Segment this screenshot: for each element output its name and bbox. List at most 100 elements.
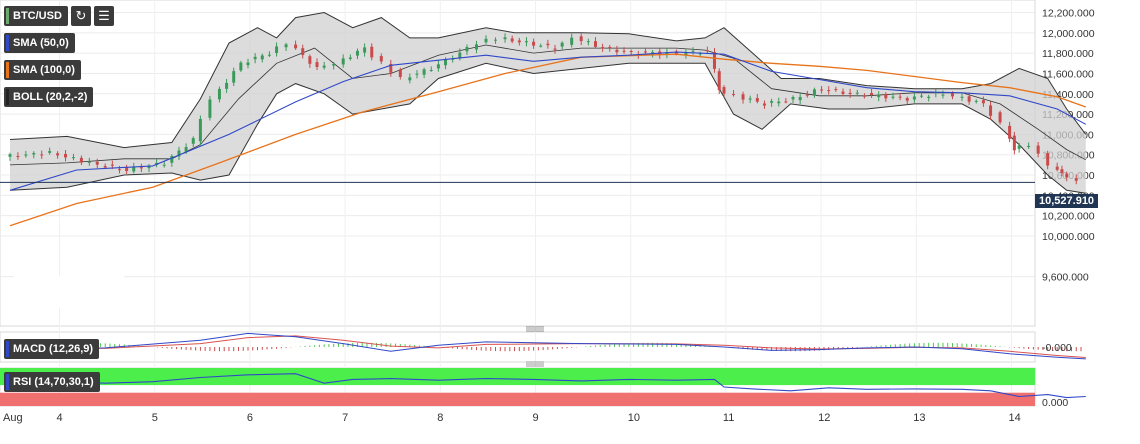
candle-body <box>232 71 236 83</box>
x-tick-label: 4 <box>57 412 63 424</box>
candle-body <box>1008 125 1012 139</box>
candle-body <box>741 94 745 100</box>
candle-body <box>48 151 52 153</box>
y-tick-label: 11,800.000 <box>1042 48 1094 60</box>
rsi-label[interactable]: RSI (14,70,30,1) <box>4 372 100 392</box>
candle-body <box>267 54 271 56</box>
x-tick-label: 9 <box>533 412 539 424</box>
candle-body <box>665 52 669 55</box>
candle-body <box>1027 145 1031 147</box>
x-tick-label: 6 <box>247 412 253 424</box>
candle-body <box>827 90 831 92</box>
macd-line <box>9 332 1086 360</box>
legend-boll-label: BOLL (20,2,-2) <box>13 91 88 103</box>
candle-body <box>579 36 583 42</box>
candle-body <box>16 155 20 157</box>
boll-band-fill <box>10 12 1086 194</box>
candle-body <box>798 96 802 101</box>
candle-body <box>553 48 557 50</box>
macd-label[interactable]: MACD (12,26,9) <box>4 339 100 359</box>
candle-body <box>981 100 985 104</box>
candle-body <box>974 100 978 102</box>
candle-body <box>315 62 319 68</box>
candle-body <box>422 69 426 75</box>
candle-body <box>539 45 543 47</box>
candle-body <box>348 57 352 59</box>
candle-body <box>748 98 752 100</box>
candle-body <box>941 94 945 96</box>
candle-body <box>705 50 709 52</box>
candle-body <box>998 112 1002 123</box>
candle-body <box>560 42 564 47</box>
candle-body <box>162 164 166 166</box>
candle-body <box>870 93 874 96</box>
legend-sma50-label: SMA (50,0) <box>13 37 69 49</box>
candle-body <box>510 38 514 42</box>
candle-body <box>546 43 550 46</box>
candle-body <box>301 48 305 56</box>
candle-body <box>927 96 931 98</box>
legend-boll[interactable]: BOLL (20,2,-2) <box>4 87 94 107</box>
candle-body <box>275 46 279 54</box>
candle-body <box>429 69 433 71</box>
rsi-swatch <box>6 374 9 390</box>
y-tick-label: 10,000.000 <box>1042 231 1095 243</box>
candle-body <box>762 103 766 106</box>
y-tick-label: 12,200.000 <box>1042 8 1095 20</box>
candle-body <box>239 62 243 71</box>
candle-body <box>341 58 345 65</box>
symbol-label[interactable]: BTC/USD <box>4 6 68 26</box>
candle-body <box>87 161 91 163</box>
candle-body <box>260 55 264 60</box>
candle-body <box>898 96 902 98</box>
macd-swatch <box>6 341 9 357</box>
macd-panel <box>0 331 1036 363</box>
legend-sma100-swatch <box>6 62 9 78</box>
candle-body <box>147 165 151 169</box>
x-tick-label: 12 <box>818 412 830 424</box>
macd-label-text: MACD (12,26,9) <box>13 343 94 355</box>
x-tick-label: 13 <box>913 412 925 424</box>
candle-body <box>332 63 336 66</box>
candle-body <box>379 56 383 62</box>
candle-body <box>484 38 488 43</box>
legend-boll-swatch <box>6 89 9 105</box>
candle-body <box>841 91 845 94</box>
candle-body <box>110 164 114 166</box>
candle-body <box>1055 166 1059 170</box>
candle-body <box>184 147 188 153</box>
candle-body <box>615 49 619 53</box>
candle-body <box>877 94 881 98</box>
candle-body <box>322 65 326 68</box>
rsi-oversold-zone <box>0 392 1035 406</box>
candle-body <box>784 101 788 103</box>
candle-body <box>24 154 28 156</box>
candle-body <box>398 69 402 77</box>
candle-body <box>934 92 938 94</box>
candle-body <box>308 56 312 64</box>
candle-body <box>791 97 795 100</box>
candle-body <box>125 166 129 172</box>
rsi-overbought-zone <box>0 368 1035 386</box>
rsi-axis-label: 0.000 <box>1042 397 1068 409</box>
candle-body <box>294 44 298 49</box>
candle-body <box>770 101 774 103</box>
candle-body <box>912 96 916 100</box>
legend-sma50[interactable]: SMA (50,0) <box>4 33 75 53</box>
legend-sma100[interactable]: SMA (100,0) <box>4 60 81 80</box>
candle-body <box>608 46 612 48</box>
refresh-icon[interactable]: ↻ <box>71 6 91 26</box>
boll-lower-line <box>9 62 1086 194</box>
x-tick-label: Aug <box>3 412 23 424</box>
candle-body <box>848 92 852 94</box>
candle-body <box>717 71 721 91</box>
candle-body <box>253 56 257 60</box>
x-tick-label: 14 <box>1009 412 1021 424</box>
candle-body <box>820 89 824 91</box>
candle-body <box>32 153 36 155</box>
sma50-line <box>9 51 1087 191</box>
bar-chart-icon[interactable]: ☰ <box>94 6 114 26</box>
x-tick-label: 8 <box>437 412 443 424</box>
